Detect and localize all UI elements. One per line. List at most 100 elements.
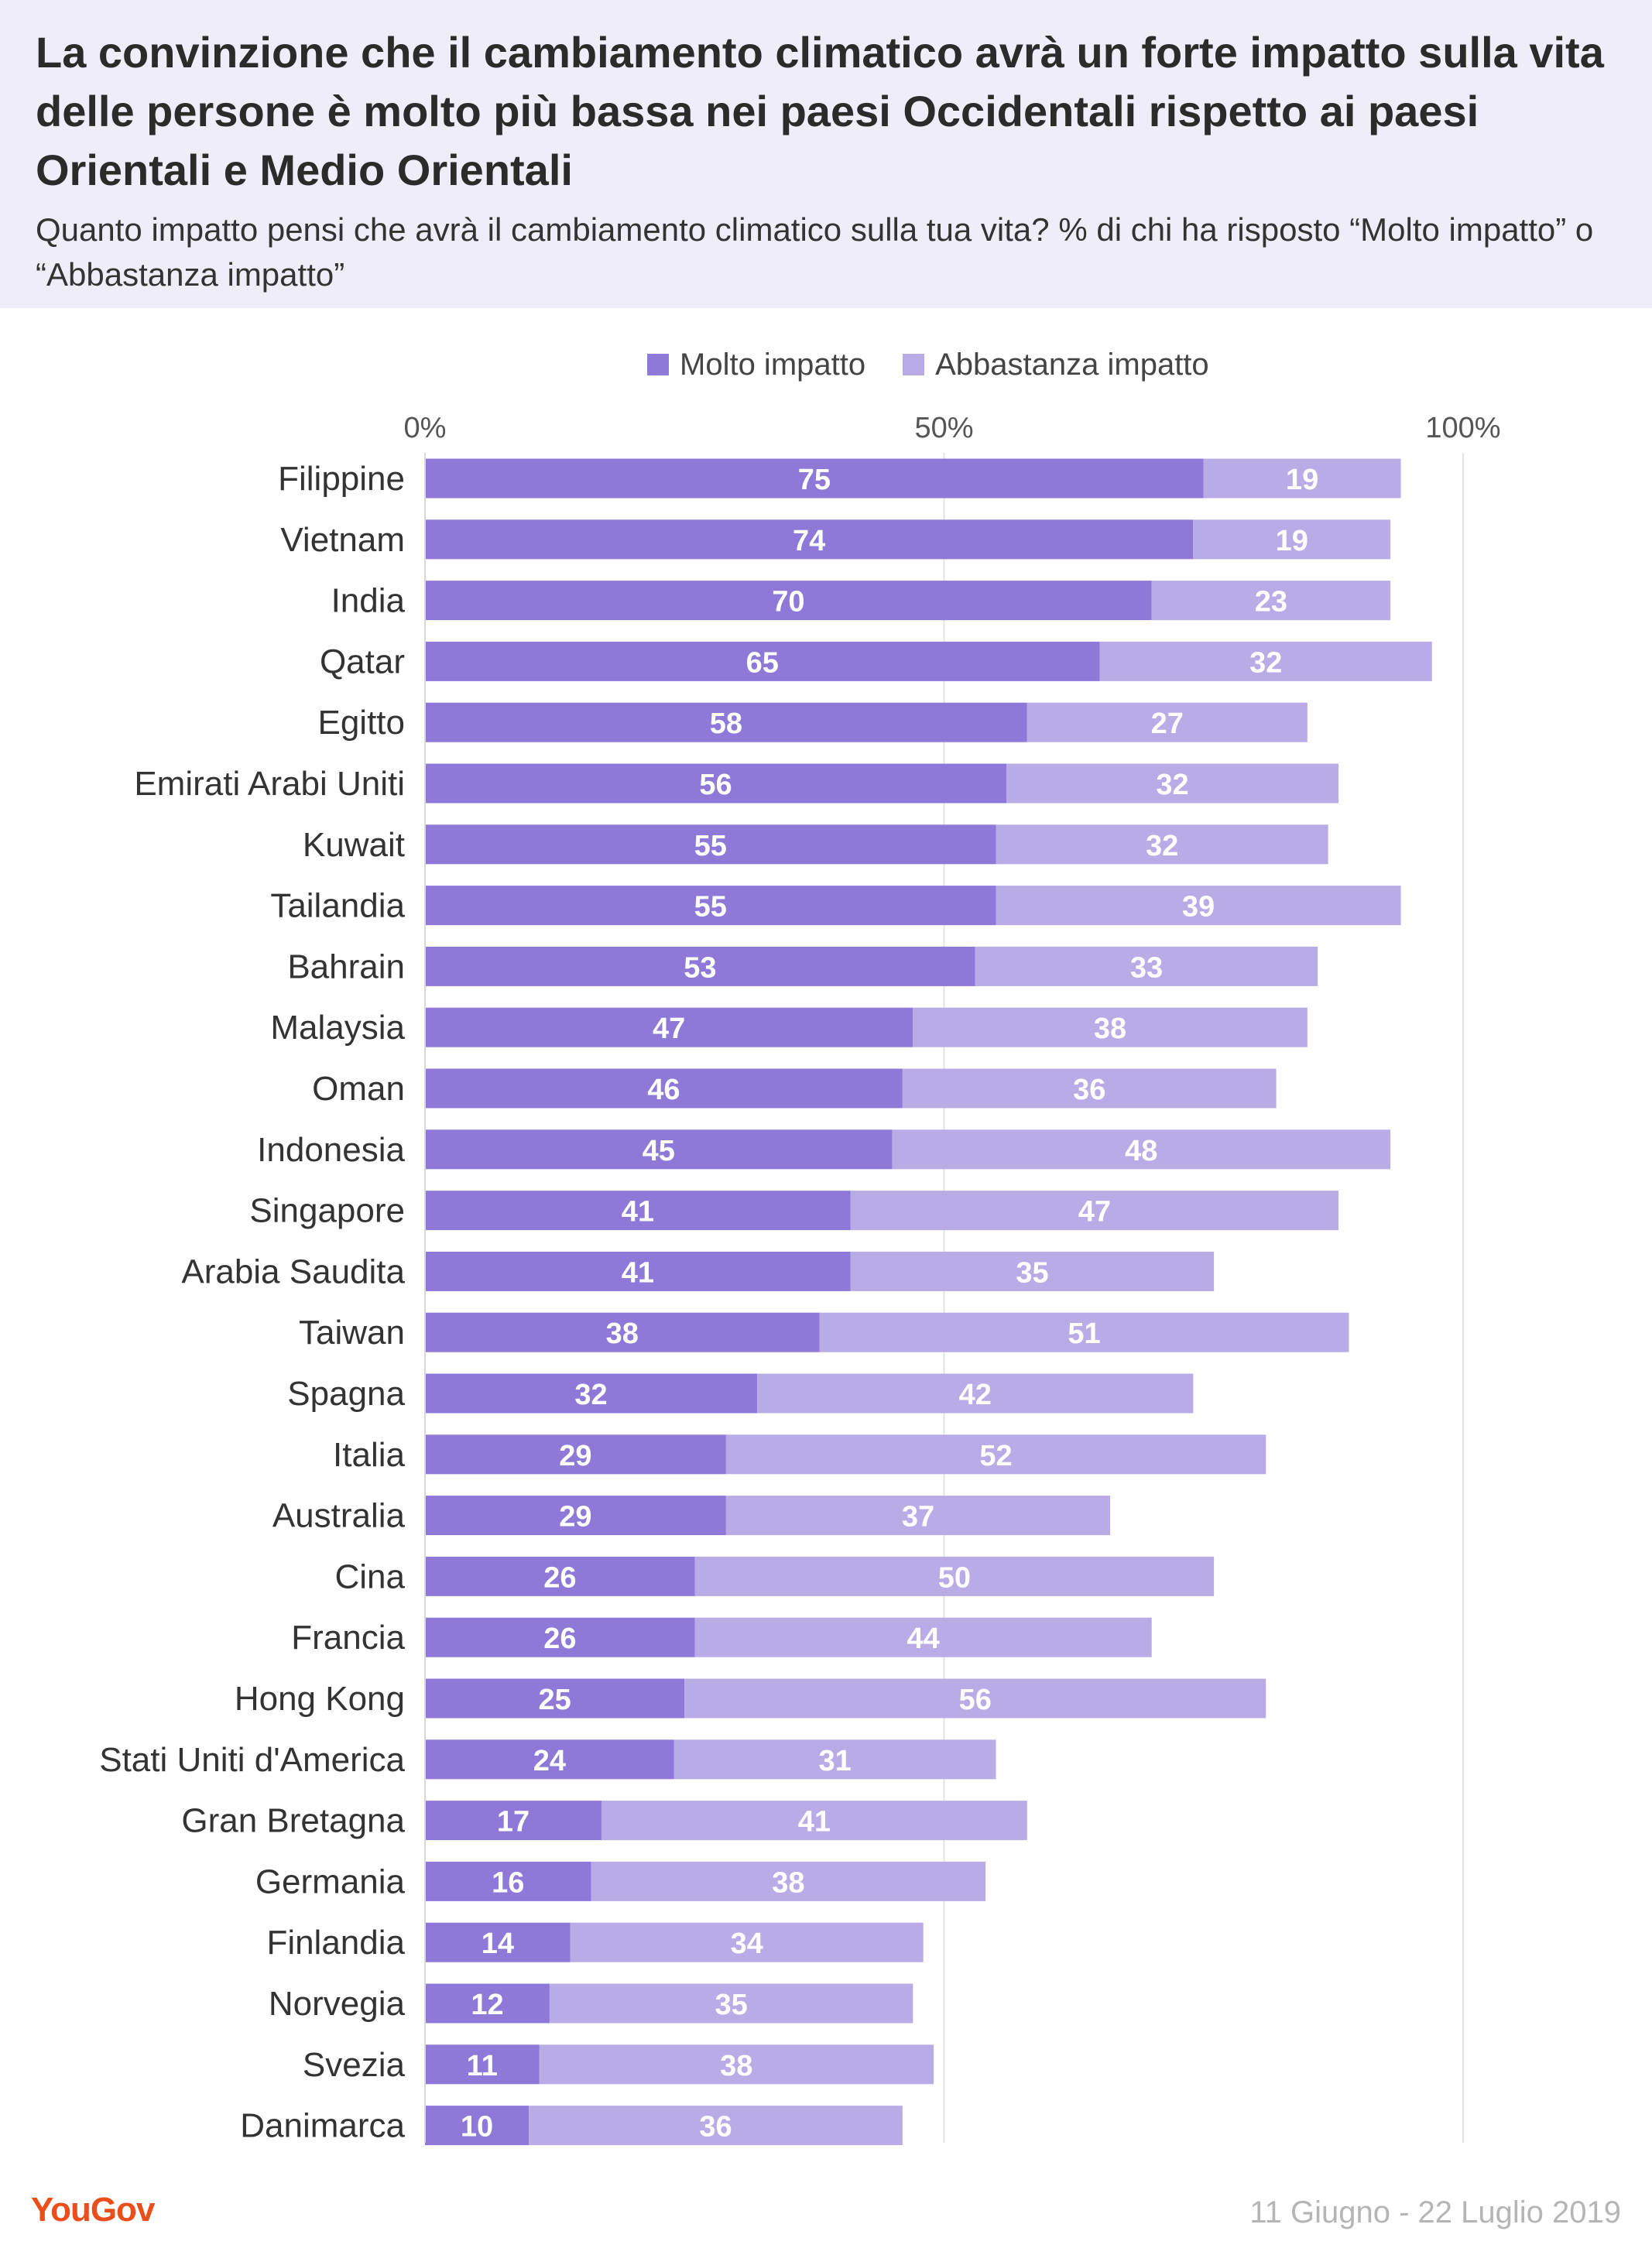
bar-abbastanza — [694, 1556, 1215, 1596]
category-label: Finlandia — [266, 1924, 405, 1962]
legend-item-molto: Molto impatto — [647, 348, 865, 382]
data-label: 47 — [653, 1013, 685, 1045]
bar-abbastanza — [1006, 763, 1339, 804]
data-label: 41 — [622, 1256, 654, 1289]
bar-abbastanza — [591, 1861, 986, 1901]
data-label: 29 — [559, 1501, 591, 1534]
data-label: 24 — [533, 1745, 566, 1777]
bar-molto — [425, 641, 1100, 681]
data-label: 16 — [492, 1866, 524, 1899]
category-label: Emirati Arabi Uniti — [134, 765, 405, 803]
bar-molto — [425, 946, 975, 986]
data-label: 26 — [543, 1623, 576, 1655]
legend: Molto impatto Abbastanza impatto — [647, 345, 1246, 384]
x-tick-label: 0% — [404, 412, 447, 444]
bar-molto — [425, 2044, 540, 2085]
bar-abbastanza — [1027, 702, 1308, 742]
bar-abbastanza — [850, 1251, 1215, 1291]
legend-swatch-molto — [647, 354, 669, 375]
category-label: Francia — [291, 1619, 405, 1657]
yougov-logo: YouGov — [31, 2191, 155, 2229]
data-label: 37 — [902, 1501, 934, 1534]
bar-molto — [425, 1861, 591, 1901]
data-label: 56 — [959, 1684, 992, 1716]
category-label: Oman — [312, 1070, 405, 1108]
bar-molto — [425, 2106, 530, 2146]
data-label: 47 — [1078, 1196, 1111, 1229]
data-label: 65 — [746, 646, 779, 679]
data-label: 32 — [574, 1379, 607, 1411]
legend-label-molto: Molto impatto — [680, 347, 866, 382]
data-label: 55 — [694, 830, 727, 862]
data-label: 70 — [772, 586, 804, 619]
bar-abbastanza — [996, 824, 1328, 865]
data-label: 55 — [694, 891, 727, 924]
data-label: 41 — [622, 1196, 654, 1229]
bar-molto — [425, 1983, 550, 2024]
chart-subtitle: Quanto impatto pensi che avrà il cambiam… — [36, 211, 1594, 293]
category-label: Spagna — [287, 1375, 405, 1413]
data-label: 29 — [559, 1440, 591, 1472]
data-label: 45 — [643, 1135, 675, 1167]
bar-molto — [425, 1617, 695, 1657]
data-label: 35 — [715, 1989, 747, 2021]
bar-molto — [425, 1373, 758, 1414]
category-label: Taiwan — [299, 1314, 405, 1352]
category-label: Arabia Saudita — [181, 1253, 405, 1290]
data-label: 56 — [699, 769, 732, 801]
category-label: Germania — [255, 1863, 406, 1900]
data-label: 27 — [1151, 708, 1184, 740]
data-label: 32 — [1249, 646, 1282, 679]
bar-molto — [425, 1801, 602, 1841]
category-label: Indonesia — [257, 1131, 405, 1169]
data-label: 36 — [699, 2111, 732, 2144]
data-label: 44 — [907, 1623, 940, 1655]
data-label: 38 — [772, 1866, 804, 1899]
bar-abbastanza — [673, 1739, 996, 1780]
data-label: 74 — [793, 525, 825, 557]
data-label: 52 — [979, 1440, 1012, 1472]
data-label: 33 — [1130, 951, 1163, 984]
bar-abbastanza — [539, 2044, 934, 2085]
data-label: 34 — [731, 1928, 763, 1960]
category-label: Australia — [272, 1497, 406, 1535]
data-label: 48 — [1125, 1135, 1157, 1167]
data-label: 14 — [482, 1928, 514, 1960]
x-tick-label: 50% — [914, 412, 973, 444]
data-label: 11 — [467, 2050, 498, 2082]
data-label: 75 — [798, 464, 831, 496]
bar-abbastanza — [850, 1191, 1339, 1231]
legend-swatch-abbastanza — [903, 354, 925, 375]
bar-molto — [425, 1434, 726, 1475]
data-label: 39 — [1182, 891, 1215, 924]
bar-molto — [425, 1129, 893, 1170]
bar-abbastanza — [1151, 581, 1391, 621]
data-label: 12 — [471, 1989, 503, 2021]
data-label: 36 — [1073, 1074, 1105, 1106]
bar-abbastanza — [725, 1496, 1111, 1536]
data-label: 53 — [684, 951, 716, 984]
data-label: 38 — [720, 2050, 752, 2082]
bar-abbastanza — [570, 1922, 924, 1962]
bar-molto — [425, 1922, 571, 1962]
bar-abbastanza — [1099, 641, 1432, 681]
category-label: Qatar — [320, 643, 405, 680]
category-label: Svezia — [303, 2046, 406, 2084]
bar-molto — [425, 702, 1027, 742]
bar-abbastanza — [1203, 458, 1401, 499]
bar-molto — [425, 1312, 820, 1352]
category-label: Bahrain — [287, 948, 405, 985]
data-label: 41 — [798, 1806, 831, 1839]
bar-molto — [425, 519, 1194, 560]
bar-abbastanza — [601, 1801, 1027, 1841]
bar-molto — [425, 458, 1204, 499]
bar-molto — [425, 1068, 903, 1109]
bar-abbastanza — [529, 2106, 903, 2146]
bar-molto — [425, 886, 996, 926]
bar-abbastanza — [996, 886, 1401, 926]
category-label: Norvegia — [269, 1985, 406, 2023]
bar-abbastanza — [1193, 519, 1391, 560]
data-label: 46 — [647, 1074, 680, 1106]
stacked-bar-chart: 0% 50% 100% Filippine 75 19 Vietnam 74 19 India 70… — [99, 412, 1501, 2146]
data-label: 26 — [543, 1561, 576, 1594]
